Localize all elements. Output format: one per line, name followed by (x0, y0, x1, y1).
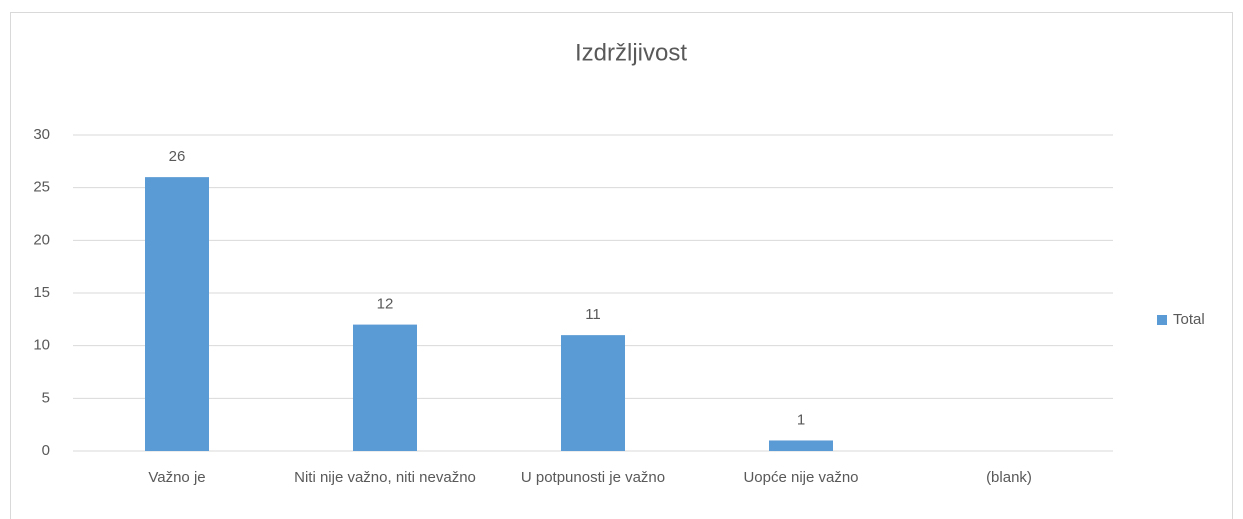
x-tick-label: Uopće nije važno (743, 469, 859, 486)
bar (561, 335, 625, 451)
y-tick-label: 5 (42, 389, 50, 406)
x-tick-label: U potpunosti je važno (520, 469, 666, 486)
data-label: 12 (377, 296, 394, 313)
y-tick-label: 15 (33, 284, 50, 301)
x-tick-label: Niti nije važno, niti nevažno (294, 469, 476, 486)
data-label: 11 (585, 306, 601, 323)
bar (353, 324, 417, 451)
chart-border (10, 12, 1233, 519)
chart-title: Izdržljivost (575, 39, 687, 66)
legend-swatch (1157, 315, 1167, 325)
bar (769, 440, 833, 451)
y-tick-label: 30 (33, 126, 50, 143)
y-tick-label: 0 (42, 442, 50, 459)
y-tick-label: 10 (33, 337, 50, 354)
y-tick-label: 20 (33, 231, 50, 248)
data-label: 26 (169, 148, 186, 165)
x-tick-label: (blank) (986, 469, 1032, 486)
x-tick-label: Važno je (148, 469, 206, 486)
data-label: 1 (797, 411, 805, 428)
y-tick-label: 25 (33, 179, 50, 196)
legend-label: Total (1173, 311, 1205, 328)
bar (145, 177, 209, 451)
